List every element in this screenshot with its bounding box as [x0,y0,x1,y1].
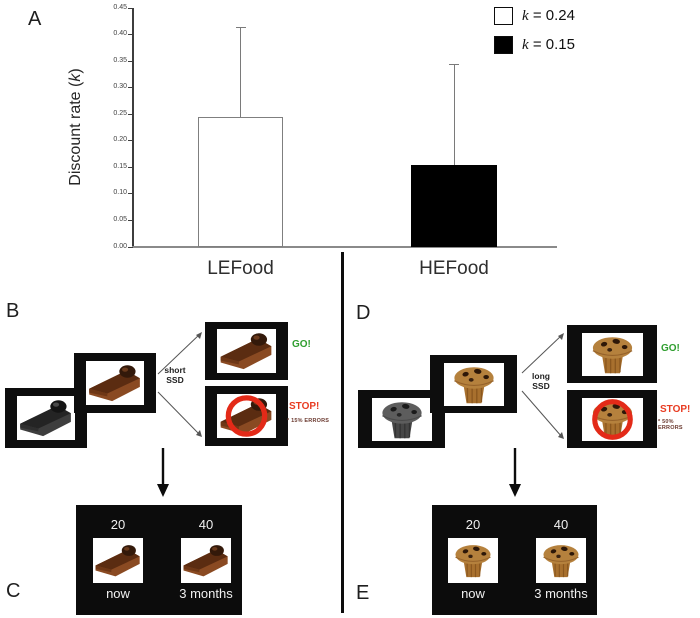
stimulus-frame-color-cake [74,353,156,413]
amount-now-c: 20 [110,517,126,532]
errors-note-d: * 50% ERRORS [658,419,683,431]
y-tick-mark [128,60,133,62]
panel-e-label: E [356,582,370,604]
muffin-image-color [444,363,504,406]
delay-later-e: 3 months [534,586,588,601]
go-frame-b [205,322,288,380]
choice-card-e: 20 40 now 3 months [432,505,597,615]
y-axis-title-text: Discount rate ( [67,81,84,186]
y-tick-mark [128,87,133,89]
legend-swatch-0 [494,7,513,25]
cake-image-color [86,361,144,405]
y-tick-mark [128,219,133,221]
errors-note-b: * 15% ERRORS [287,418,330,424]
y-tick-label: 0.15 [113,162,127,170]
amount-now-e: 20 [465,517,481,532]
stop-frame-b [205,386,288,446]
bar-hefood [411,164,497,247]
y-axis-line [132,8,134,248]
y-tick-label: 0.35 [113,56,127,64]
y-tick-label: 0.45 [113,3,127,11]
x-category-lefood: LEFood [207,258,274,279]
error-bar-hefood [453,63,455,165]
panel-d-label: D [356,302,371,324]
cake-image-now [93,538,143,583]
down-arrow-de [509,448,521,497]
muffin-image-now [448,538,498,583]
y-tick-mark [128,34,133,36]
stop-ring-icon-b [217,394,276,438]
y-tick-mark [128,140,133,142]
amount-later-e: 40 [553,517,569,532]
y-axis-title-k: k [67,73,84,82]
panel-a-label: A [28,8,42,30]
choice-later-image-e [536,538,586,583]
muffin-image-gray [372,398,432,441]
branch-arrows-b [157,332,202,437]
y-axis-title: Discount rate (k) [67,47,87,207]
go-frame-d [567,325,657,383]
ssd-d-line1: long [532,371,550,381]
x-category-hefood: HEFood [419,258,489,279]
choice-now-image-c [93,538,143,583]
stop-frame-d [567,390,657,448]
muffin-image-go [582,333,643,376]
y-tick-label: 0.10 [113,189,127,197]
stimulus-frame-gray-cake [5,388,87,448]
y-axis-title-close: ) [67,68,84,74]
stimulus-frame-gray-muffin [358,390,445,448]
ssd-d-line2: SSD [532,381,550,391]
cake-image-gray [17,396,75,440]
panel-b-label: B [6,300,20,322]
ssd-note-d: long SSD [523,371,559,391]
muffin-image-later [536,538,586,583]
legend-swatch-1 [494,36,513,54]
cake-image-go [217,329,276,373]
stop-label-d: STOP! [660,404,691,415]
chart-legend: k = 0.24 k = 0.15 [494,7,575,65]
legend-item-0: k = 0.24 [494,7,575,25]
stop-label-b: STOP! [289,401,320,412]
cake-image-later [181,538,231,583]
center-divider-line [341,252,344,613]
y-tick-mark [128,7,133,9]
y-tick-mark [128,166,133,168]
y-tick-label: 0.40 [113,30,127,38]
bar-lefood [198,116,283,247]
choice-now-image-e [448,538,498,583]
error-cap-hefood [449,63,459,65]
y-tick-label: 0.05 [113,215,127,223]
y-tick-mark [128,246,133,248]
y-tick-mark [128,113,133,115]
error-cap-lefood [235,26,246,28]
ssd-b-line1: short [164,365,186,375]
branch-arrows-d [521,333,564,439]
stop-ring-icon-d [582,398,643,441]
panel-c-label: C [6,580,21,602]
stimulus-frame-color-muffin [430,355,517,413]
delay-now-e: now [461,586,485,601]
legend-label-0: k = 0.24 [522,7,575,24]
choice-later-image-c [181,538,231,583]
y-tick-label: 0.00 [113,242,127,250]
choice-card-c: 20 40 now 3 months [76,505,242,615]
down-arrow-bc [157,448,169,497]
amount-later-c: 40 [198,517,214,532]
y-tick-label: 0.25 [113,109,127,117]
delay-now-c: now [106,586,130,601]
y-tick-label: 0.30 [113,83,127,91]
error-bar-lefood [240,26,241,117]
y-tick-mark [128,193,133,195]
ssd-note-b: short SSD [157,365,193,385]
y-tick-label: 0.20 [113,136,127,144]
go-label-d: GO! [661,343,680,354]
legend-item-1: k = 0.15 [494,36,575,54]
go-label-b: GO! [292,339,311,350]
ssd-b-line2: SSD [166,375,184,385]
legend-label-1: k = 0.15 [522,36,575,53]
delay-later-c: 3 months [179,586,233,601]
x-axis-line [132,246,557,248]
